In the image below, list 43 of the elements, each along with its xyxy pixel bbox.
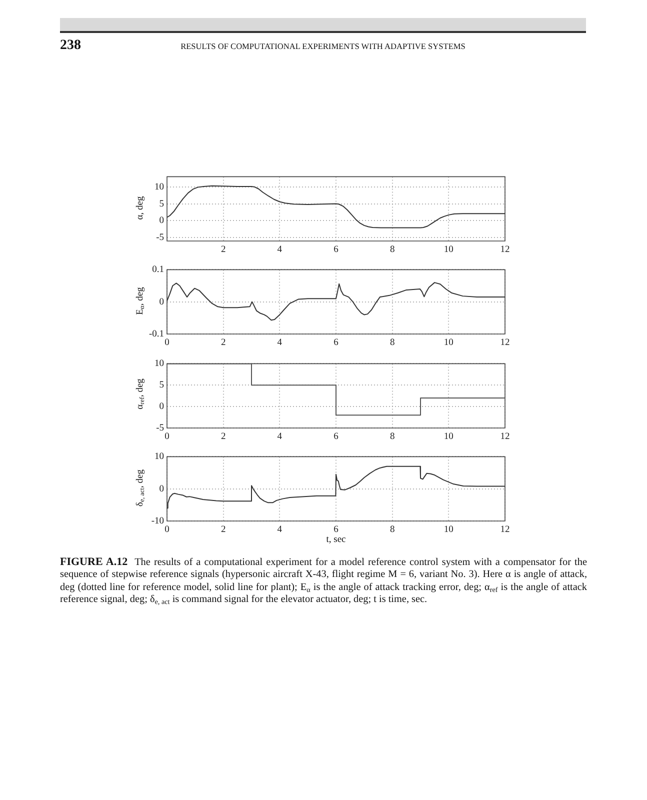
- x-tick-label: 12: [500, 525, 510, 536]
- x-tick-label: 12: [500, 245, 510, 256]
- x-tick-label: 6: [334, 525, 339, 536]
- x-tick-label: 8: [390, 245, 395, 256]
- y-tick-label: 0: [159, 216, 164, 226]
- y-tick-label: 10: [154, 452, 164, 462]
- x-tick-label: 6: [334, 245, 339, 256]
- x-tick-label: 6: [334, 432, 339, 442]
- y-tick-label: -10: [151, 516, 164, 527]
- x-tick-label: 12: [500, 338, 510, 349]
- x-tick-label: 8: [390, 432, 395, 442]
- x-tick-label: 10: [444, 525, 454, 536]
- x-tick-label: 10: [444, 245, 454, 256]
- x-tick-label: 4: [277, 338, 282, 349]
- x-tick-label: 2: [220, 338, 226, 349]
- x-tick-label: 8: [390, 338, 395, 349]
- x-tick-label: 4: [277, 525, 282, 536]
- y-tick-label: 0.1: [152, 266, 164, 276]
- y-tick-label: -5: [156, 233, 164, 244]
- x-tick-label: 10: [444, 432, 454, 442]
- text: 238: [60, 38, 81, 54]
- x-tick-label: 12: [500, 432, 510, 442]
- y-axis-title: α, deg: [136, 196, 146, 220]
- text: FIGURE A.12: [60, 556, 128, 568]
- y-tick-label: 0: [159, 402, 164, 412]
- y-tick-label: 5: [159, 199, 164, 210]
- y-tick-label: 10: [154, 182, 164, 192]
- text: RESULTS OF COMPUTATIONAL EXPERIMENTS WITH ADAPTIVE SYSTEMS: [180, 42, 466, 51]
- y-tick-label: 0: [159, 484, 164, 495]
- x-tick-label: 10: [444, 338, 454, 349]
- x-tick-label: 4: [277, 432, 282, 442]
- y-tick-label: 0: [159, 298, 164, 308]
- y-tick-label: -5: [156, 423, 164, 434]
- y-tick-label: 10: [154, 358, 164, 369]
- x-tick-label: 8: [390, 525, 395, 536]
- x-tick-label: 2: [220, 525, 226, 536]
- x-tick-label: 2: [220, 432, 226, 442]
- x-tick-label: 6: [334, 338, 339, 349]
- x-tick-label: 4: [277, 245, 282, 256]
- y-tick-label: -0.1: [148, 330, 164, 340]
- x-axis-title: t, sec: [326, 535, 346, 546]
- y-tick-label: 5: [159, 380, 164, 390]
- x-tick-label: 2: [220, 245, 226, 256]
